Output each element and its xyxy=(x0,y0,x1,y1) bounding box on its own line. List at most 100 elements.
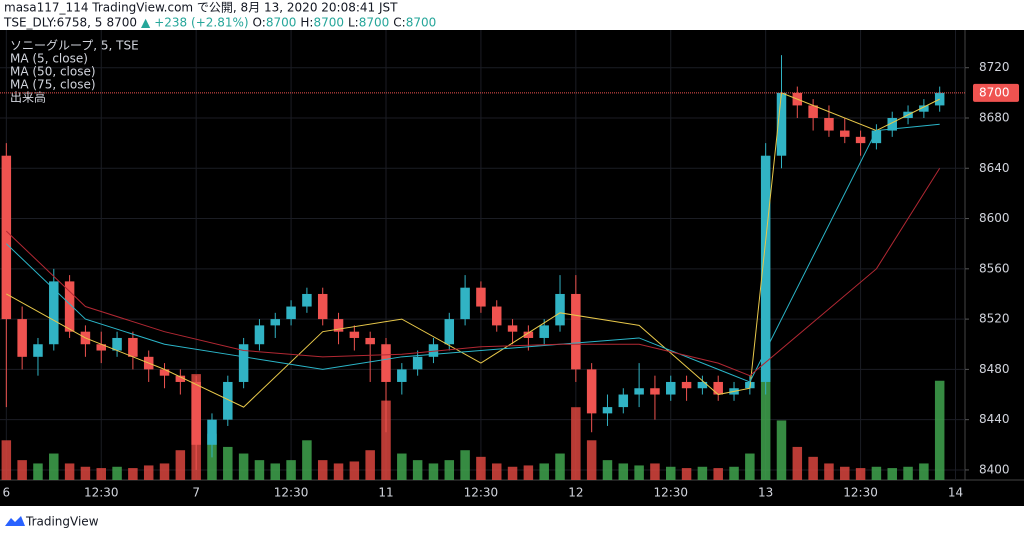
candle-body xyxy=(365,337,375,345)
volume-bar xyxy=(776,420,787,480)
candle-body xyxy=(397,369,407,382)
volume-bar xyxy=(223,446,233,480)
header-line: masa117_114 TradingView.com で公開, 8月 13, … xyxy=(4,1,398,15)
candle-body xyxy=(824,117,834,131)
y-tick-label: 8400 xyxy=(979,462,1010,476)
candle-body xyxy=(697,381,708,389)
volume-bar xyxy=(745,453,755,480)
x-tick-label: 12:30 xyxy=(464,486,499,500)
volume-bar xyxy=(792,446,803,480)
volume-bar xyxy=(128,468,138,480)
x-tick-label: 7 xyxy=(192,486,200,500)
volume-bar xyxy=(397,453,407,480)
y-tick-label: 8600 xyxy=(979,211,1010,225)
candle-body xyxy=(381,344,391,382)
legend-entry: MA (75, close) xyxy=(10,78,96,92)
volume-bar xyxy=(697,466,708,480)
volume-bar xyxy=(602,460,613,480)
x-tick-label: 12 xyxy=(568,486,583,500)
volume-bar xyxy=(824,463,834,480)
candle-body xyxy=(760,155,771,382)
volume-bar xyxy=(808,456,818,480)
x-tick-label: 14 xyxy=(948,486,963,500)
header-text: 8700 xyxy=(406,16,437,30)
legend-entry: MA (5, close) xyxy=(10,52,88,66)
volume-bar xyxy=(64,463,75,480)
volume-bar xyxy=(428,463,439,480)
candle-body xyxy=(128,337,138,357)
header-quote: TSE_DLY:6758, 5 8700 ▲ +238 (+2.81%) O: 8700 H… xyxy=(3,16,436,30)
candle-body xyxy=(476,287,486,307)
last-price-box xyxy=(973,83,1019,102)
x-tick-label: 6 xyxy=(3,486,11,500)
header-text: C: xyxy=(393,16,405,30)
ma-line xyxy=(5,123,940,383)
candle-body xyxy=(159,369,170,376)
volume-bar xyxy=(270,463,281,480)
candle-body xyxy=(887,117,897,131)
candle-body xyxy=(919,105,929,112)
volume-bar xyxy=(491,463,502,480)
header-text: O: xyxy=(253,16,266,30)
volume-bar xyxy=(871,466,882,480)
volume-bar xyxy=(523,465,534,480)
volume-bar xyxy=(254,460,265,480)
last-price-label: 8700 xyxy=(979,85,1010,99)
candle-body xyxy=(191,381,201,445)
y-tick-label: 8640 xyxy=(979,161,1010,175)
volume-bar xyxy=(333,463,344,480)
candle-body xyxy=(302,293,312,307)
candle-body xyxy=(507,325,518,332)
volume-bar xyxy=(650,463,660,480)
y-tick-label: 8680 xyxy=(979,110,1010,124)
header-text: TSE_DLY:6758, 5 xyxy=(3,16,102,30)
volume-bar xyxy=(666,466,676,480)
candle-body xyxy=(33,344,43,357)
volume-bar xyxy=(365,450,375,480)
volume-bar xyxy=(238,453,249,480)
volume-bar xyxy=(571,407,581,480)
candle-body xyxy=(112,337,122,351)
volume-bar xyxy=(934,380,945,480)
candle-body xyxy=(349,331,360,338)
candle-body xyxy=(17,319,27,357)
volume-bar xyxy=(586,440,597,480)
candle-body xyxy=(1,155,12,320)
volume-bar xyxy=(840,466,850,480)
y-tick-label: 8520 xyxy=(979,312,1010,326)
candle-body xyxy=(871,130,882,144)
volume-bar xyxy=(539,463,549,480)
legend-entry: MA (50, close) xyxy=(10,65,96,79)
volume-bar xyxy=(302,440,312,480)
header-text: 8700 xyxy=(313,16,344,30)
candle-body xyxy=(460,287,470,320)
footer-brand: TradingView xyxy=(25,515,99,529)
header-text: +238 (+2.81%) xyxy=(154,16,248,30)
ma-line xyxy=(5,168,941,377)
volume-bar xyxy=(80,466,91,480)
volume-bar xyxy=(919,463,929,480)
volume-bar xyxy=(634,465,644,480)
volume-label: 出来高 xyxy=(10,90,46,105)
candle-body xyxy=(776,92,787,156)
chart-title: ソニーグループ, 5, TSE xyxy=(10,39,139,53)
candle-body xyxy=(428,344,439,357)
candle-body xyxy=(555,293,565,326)
logo xyxy=(5,516,25,526)
candle-body xyxy=(254,325,265,345)
header-text: 8700 xyxy=(106,16,137,30)
volume-bar xyxy=(96,468,106,480)
header-text: ▲ xyxy=(141,16,151,30)
y-tick-label: 8480 xyxy=(979,362,1010,376)
volume-bar xyxy=(17,460,27,480)
y-tick-label: 8440 xyxy=(979,412,1010,426)
y-tick-label: 8720 xyxy=(979,60,1010,74)
volume-bar xyxy=(112,466,122,480)
volume-bar xyxy=(159,463,170,480)
volume-bar xyxy=(175,450,186,480)
volume-bar xyxy=(33,463,43,480)
candle-body xyxy=(175,375,186,382)
volume-bar xyxy=(349,461,360,480)
